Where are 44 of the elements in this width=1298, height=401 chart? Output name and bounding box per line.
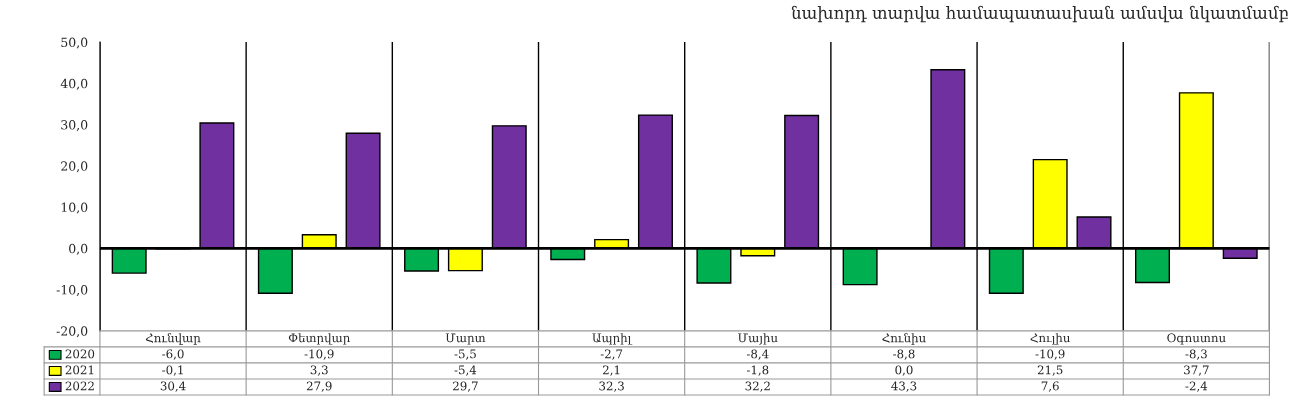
data-label: 0,0 — [895, 365, 913, 376]
data-label: 21,5 — [1037, 365, 1063, 376]
x-tick-label: Փետրվար — [288, 333, 350, 345]
data-label: -1,8 — [746, 365, 769, 376]
x-tick-label: Օգոստոս — [1167, 333, 1226, 345]
data-label: -0,1 — [162, 365, 183, 376]
legend-label: 2020 — [65, 349, 95, 359]
data-label: -10,9 — [304, 349, 334, 360]
y-tick-label: 40,0 — [60, 78, 88, 90]
data-label: -5,5 — [454, 349, 476, 360]
data-label: 43,3 — [891, 381, 917, 392]
data-label: -8,3 — [1185, 349, 1207, 360]
data-label: -2,4 — [1185, 381, 1208, 392]
x-tick-label: Ապրիլ — [592, 333, 633, 345]
data-label: 2,1 — [603, 365, 620, 376]
data-label: 29,7 — [453, 381, 478, 392]
y-tick-label: 50,0 — [61, 37, 88, 49]
y-tick-label: 0,0 — [69, 243, 88, 255]
data-label: 3,3 — [310, 365, 328, 376]
x-tick-label: Մայիս — [738, 333, 778, 345]
data-label: -5,4 — [454, 365, 477, 376]
y-tick-label: 10,0 — [61, 202, 88, 214]
legend-label: 2021 — [65, 365, 94, 375]
legend-label: 2022 — [65, 381, 94, 391]
y-tick-label: -10,0 — [56, 285, 88, 297]
data-label: 27,9 — [306, 381, 332, 392]
data-label: 7,6 — [1041, 381, 1059, 392]
x-tick-label: Հունվար — [145, 333, 201, 345]
data-label: -10,9 — [1035, 349, 1065, 360]
data-label: -6,0 — [162, 349, 184, 360]
data-label: 32,2 — [745, 381, 770, 392]
x-tick-label: Հունիս — [882, 333, 926, 345]
chart-title: նախորդ տարվա համապատասխան ամսվա նկատմամբ — [791, 5, 1288, 23]
x-tick-label: Հուլիս — [1030, 333, 1071, 345]
y-tick-label: 20,0 — [61, 161, 88, 173]
y-tick-label: 30,0 — [61, 120, 88, 132]
x-tick-label: Մարտ — [445, 333, 486, 345]
data-label: -8,8 — [893, 349, 915, 360]
y-tick-label: -20,0 — [56, 326, 88, 338]
data-label: 37,7 — [1184, 365, 1209, 376]
data-label: 32,3 — [599, 381, 624, 392]
data-label: 30,4 — [160, 381, 186, 392]
data-label: -2,7 — [600, 349, 623, 360]
data-label: -8,4 — [746, 349, 769, 360]
